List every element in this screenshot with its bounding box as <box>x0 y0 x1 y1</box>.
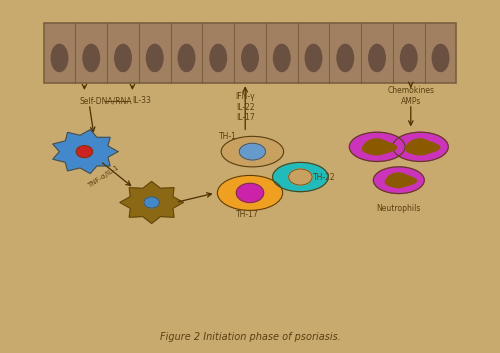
Ellipse shape <box>146 44 163 72</box>
Polygon shape <box>386 173 416 187</box>
Ellipse shape <box>218 175 282 210</box>
Text: Neutrophils: Neutrophils <box>376 204 421 213</box>
Ellipse shape <box>83 44 100 72</box>
Ellipse shape <box>400 44 417 72</box>
Text: TH-1: TH-1 <box>220 132 238 141</box>
Ellipse shape <box>210 44 226 72</box>
Ellipse shape <box>221 136 284 167</box>
Text: Self-DNA/RNA: Self-DNA/RNA <box>80 96 132 105</box>
Ellipse shape <box>114 44 131 72</box>
Ellipse shape <box>272 162 328 192</box>
Polygon shape <box>406 139 440 155</box>
Text: TH-17: TH-17 <box>236 210 259 219</box>
Ellipse shape <box>144 197 160 208</box>
Ellipse shape <box>369 44 386 72</box>
Ellipse shape <box>288 169 312 185</box>
Ellipse shape <box>374 167 424 193</box>
Text: IFN-γ
IL-22
IL-17: IFN-γ IL-22 IL-17 <box>236 92 255 122</box>
Polygon shape <box>53 130 118 174</box>
Text: Figure 2 Initiation phase of psoriasis.: Figure 2 Initiation phase of psoriasis. <box>160 333 340 342</box>
Ellipse shape <box>392 132 448 161</box>
Ellipse shape <box>51 44 68 72</box>
Text: Chemokines
AMPs: Chemokines AMPs <box>388 86 434 106</box>
Ellipse shape <box>350 132 405 161</box>
Ellipse shape <box>337 44 353 72</box>
FancyBboxPatch shape <box>44 23 457 83</box>
Text: IL-33: IL-33 <box>132 96 152 105</box>
Ellipse shape <box>242 44 258 72</box>
Ellipse shape <box>432 44 449 72</box>
Text: TH-22: TH-22 <box>313 173 336 181</box>
Ellipse shape <box>76 146 92 157</box>
Ellipse shape <box>236 183 264 203</box>
Polygon shape <box>362 139 396 155</box>
Polygon shape <box>120 181 184 223</box>
Ellipse shape <box>274 44 290 72</box>
Ellipse shape <box>306 44 322 72</box>
Text: TNF-α/IL-1: TNF-α/IL-1 <box>87 164 120 189</box>
Ellipse shape <box>178 44 194 72</box>
Ellipse shape <box>240 143 266 160</box>
